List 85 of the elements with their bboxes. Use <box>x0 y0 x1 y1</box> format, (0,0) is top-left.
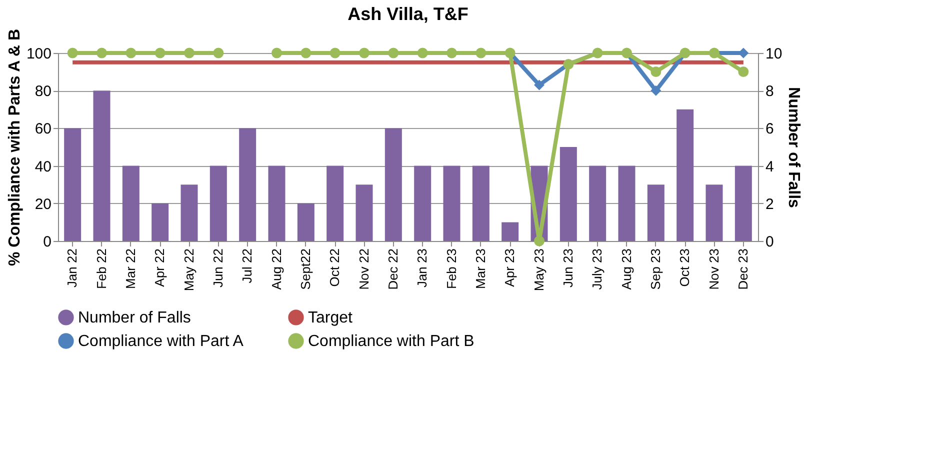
x-tick-label: Oct 22 <box>327 248 342 287</box>
point <box>388 48 399 58</box>
point <box>330 48 340 58</box>
legend-label: Compliance with Part A <box>78 333 244 350</box>
bar <box>64 128 82 241</box>
point <box>650 85 662 96</box>
legend-label: Compliance with Part B <box>308 333 474 350</box>
y-tick-label: 0 <box>43 234 52 250</box>
bar <box>443 166 460 241</box>
x-tick-label: Jan 23 <box>414 248 430 288</box>
bar <box>676 109 694 241</box>
point <box>534 236 544 246</box>
legend-label: Number of Falls <box>78 309 191 326</box>
y2-tick-label: 0 <box>766 234 774 250</box>
point <box>476 48 486 58</box>
x-tick-label: Jul 22 <box>240 248 255 284</box>
point <box>446 48 457 58</box>
x-tick-label: May 23 <box>531 248 546 292</box>
y-tick-label: 100 <box>26 46 52 62</box>
point <box>96 48 107 58</box>
y2-tick-label: 6 <box>766 120 774 138</box>
bar <box>152 203 169 241</box>
y-tick-label: 40 <box>34 158 52 176</box>
x-tick-label: Aug 23 <box>618 248 634 290</box>
point <box>650 66 662 78</box>
bar <box>122 166 140 241</box>
point <box>184 48 194 58</box>
point <box>300 48 312 58</box>
y2-tick-label: 10 <box>766 46 782 62</box>
point <box>213 48 224 58</box>
point <box>67 48 78 58</box>
bar <box>180 184 198 241</box>
bar <box>589 166 606 241</box>
bar <box>414 166 432 241</box>
y-tick-label: 60 <box>34 120 52 138</box>
x-tick-label: Apr 23 <box>502 248 518 287</box>
x-tick-label: Feb 23 <box>444 248 459 289</box>
chart-title: Ash Villa, T&F <box>348 4 468 24</box>
point <box>359 48 370 58</box>
x-tick-label: Dec 23 <box>735 248 750 290</box>
x-tick-label: Jan 22 <box>64 248 80 288</box>
point <box>126 48 136 58</box>
x-tick-label: Mar 22 <box>122 248 138 289</box>
x-tick-label: July 23 <box>590 248 605 290</box>
y2-axis-title: Number of Falls <box>785 87 802 208</box>
bar <box>618 166 636 241</box>
point <box>534 80 544 90</box>
point <box>154 48 166 58</box>
y2-tick-label: 4 <box>766 158 774 176</box>
bar <box>239 128 256 241</box>
y2-tick-label: 2 <box>766 196 774 213</box>
bar <box>268 166 286 241</box>
x-tick-label: Mar 23 <box>472 248 488 289</box>
y-tick-label: 80 <box>34 83 52 100</box>
bar <box>356 184 373 241</box>
y2-tick-label: 8 <box>766 83 774 100</box>
bar <box>734 166 752 241</box>
x-tick-label: Oct 23 <box>677 248 692 287</box>
bar <box>384 128 402 241</box>
x-tick-label: Nov 22 <box>356 248 372 290</box>
bar <box>706 184 723 241</box>
x-tick-label: Dec 22 <box>385 248 400 290</box>
x-tick-label: Feb 22 <box>94 248 109 289</box>
bar <box>647 184 664 241</box>
legend-label: Target <box>308 309 354 326</box>
point <box>738 66 749 78</box>
bar <box>297 203 314 241</box>
x-tick-label: Apr 22 <box>152 248 168 287</box>
point <box>417 48 428 58</box>
x-tick-label: Nov 23 <box>706 248 722 290</box>
x-tick-label: May 22 <box>181 248 196 292</box>
x-tick-label: Sept22 <box>298 248 313 290</box>
bar <box>502 222 519 241</box>
bar <box>472 166 490 241</box>
x-tick-label: Jun 23 <box>560 248 576 288</box>
x-tick-label: Jun 22 <box>210 248 226 288</box>
bar <box>560 147 577 241</box>
bar <box>93 90 110 241</box>
bar <box>210 166 227 241</box>
point <box>272 48 282 58</box>
y-axis-title: % Compliance with Parts A & B <box>6 28 24 266</box>
y-tick-label: 20 <box>34 196 52 213</box>
x-tick-label: Aug 22 <box>268 248 284 290</box>
bar <box>326 166 344 241</box>
x-tick-label: Sep 23 <box>648 248 663 290</box>
